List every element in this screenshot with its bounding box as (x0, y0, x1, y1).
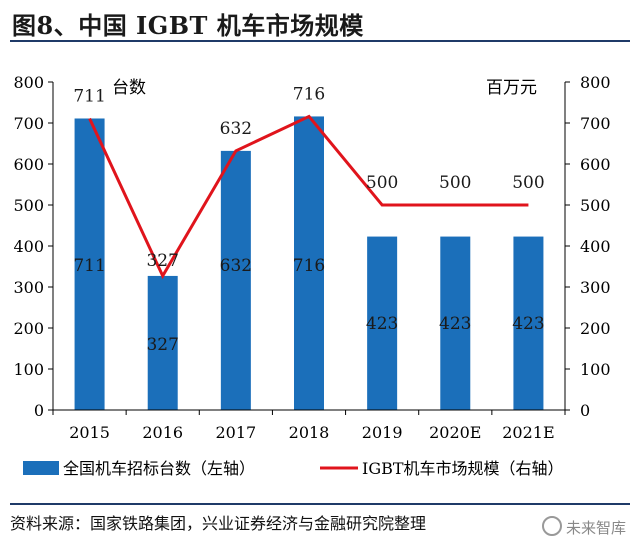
page-title: 图8、中国 IGBT 机车市场规模 (12, 11, 364, 40)
chart: 0 0 100 100 200 200 300 300 400 400 500 500 600 600 70… (13, 73, 611, 478)
series-line-igbt (88, 114, 529, 280)
bar-data-label: 423 (439, 314, 471, 334)
line-data-label: 327 (146, 251, 178, 271)
x-tick-label: 2015 (69, 423, 110, 442)
watermark-icon (541, 516, 562, 536)
bar-2017 (220, 150, 251, 410)
y-tick-label-right: 800 (580, 73, 611, 92)
legend-label-line: IGBT机车市场规模（右轴） (362, 459, 564, 478)
x-tick-label: 2018 (289, 423, 330, 442)
bar-data-label: 711 (73, 256, 105, 276)
x-tick-label: 2021E (502, 423, 554, 442)
watermark-label: 未来智库 (565, 519, 626, 537)
y-tick-label-right: 0 (580, 401, 590, 420)
line-data-label: 500 (439, 173, 471, 193)
line-data-label: 716 (293, 84, 325, 104)
bar-data-label: 716 (293, 256, 325, 276)
y-tick-label-right: 100 (580, 360, 611, 379)
y-tick-label-right: 200 (580, 319, 611, 338)
y-axis-title-left: 台数 (112, 78, 146, 98)
y-tick-label-left: 100 (13, 360, 44, 379)
y-tick-label-left: 500 (13, 196, 44, 215)
title-divider (10, 40, 630, 42)
source-divider (10, 503, 630, 505)
y-tick-label-left: 200 (13, 319, 44, 338)
line-data-label: 632 (220, 119, 252, 139)
y-tick-label-right: 400 (580, 237, 611, 256)
bar-2019 (367, 236, 398, 410)
x-tick-label: 2017 (215, 423, 256, 442)
bar-2018 (294, 116, 324, 410)
line-data-label: 500 (366, 173, 398, 193)
y-tick-label-left: 400 (13, 237, 44, 256)
x-tick-label: 2019 (362, 423, 403, 442)
watermark: 未来智库 (541, 516, 626, 538)
bar-2016 (147, 275, 178, 410)
y-tick-label-left: 300 (13, 278, 44, 297)
y-tick-label-left: 600 (13, 155, 44, 174)
bar-2021E (513, 236, 544, 410)
y-axis-title-right: 百万元 (486, 78, 537, 98)
x-tick-label: 2016 (142, 423, 183, 442)
bar-data-label: 423 (512, 314, 544, 334)
y-tick-label-right: 300 (580, 278, 611, 297)
source-note: 资料来源：国家铁路集团，兴业证券经济与金融研究院整理 (10, 514, 427, 533)
bar-data-label: 327 (146, 335, 178, 355)
y-tick-label-left: 0 (34, 401, 44, 420)
bar-2015 (74, 118, 105, 411)
bar-data-label: 423 (366, 314, 398, 334)
bar-data-label: 632 (220, 256, 252, 276)
y-tick-label-right: 700 (580, 114, 611, 133)
y-tick-label-left: 800 (13, 73, 44, 92)
line-data-label: 500 (512, 173, 544, 193)
line-data-label: 711 (73, 86, 105, 106)
x-tick-label: 2020E (429, 423, 481, 442)
y-tick-label-right: 500 (580, 196, 611, 215)
y-tick-label-right: 600 (580, 155, 611, 174)
legend-label-bar: 全国机车招标台数（左轴） (63, 459, 255, 478)
legend-swatch-bar (23, 461, 59, 475)
bar-2020E (440, 236, 471, 410)
y-tick-label-left: 700 (13, 114, 44, 133)
